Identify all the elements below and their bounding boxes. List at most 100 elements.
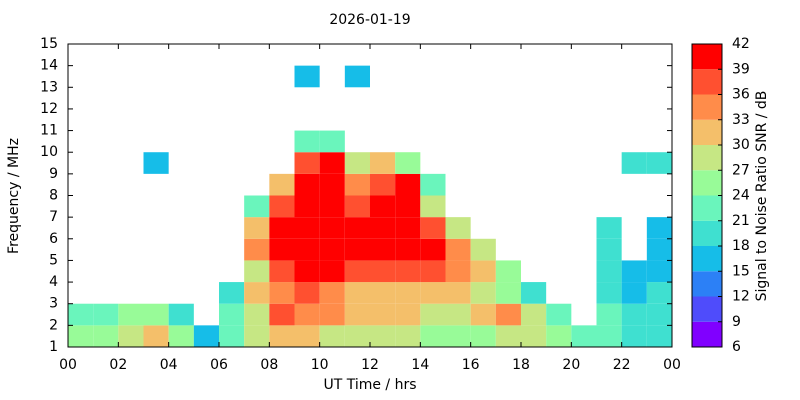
heat-cell	[244, 325, 270, 347]
heat-cell	[445, 217, 471, 239]
heat-cell	[495, 282, 521, 304]
heat-cell	[294, 303, 320, 326]
heat-cell	[646, 325, 672, 347]
heat-cell	[244, 303, 270, 326]
colorbar-band	[692, 296, 722, 322]
heat-cell	[445, 260, 471, 283]
heat-cell	[445, 238, 471, 261]
heat-cell	[621, 282, 647, 304]
heat-cell	[596, 260, 622, 283]
y-tick-label: 4	[49, 274, 58, 290]
heat-cell	[370, 238, 396, 261]
heat-cell	[646, 260, 672, 283]
heat-cell	[395, 195, 421, 218]
heat-cell	[244, 195, 270, 218]
heat-cell	[294, 260, 320, 283]
heat-cell	[395, 238, 421, 261]
heat-cell	[395, 303, 421, 326]
heat-cell	[370, 173, 396, 196]
heat-cell	[319, 238, 345, 261]
heat-cell	[495, 303, 521, 326]
heat-cell	[521, 303, 547, 326]
heat-cell	[319, 152, 345, 174]
heat-cell	[219, 303, 245, 326]
x-tick-label: 20	[562, 357, 580, 373]
colorbar-label: Signal to Noise Ratio SNR / dB	[754, 91, 770, 302]
heat-cell	[319, 303, 345, 326]
heat-cell	[344, 195, 370, 218]
y-tick-label: 7	[49, 209, 58, 225]
heat-cell	[244, 217, 270, 239]
heat-cell	[269, 238, 295, 261]
colorbar-band	[692, 119, 722, 145]
heat-cell	[621, 303, 647, 326]
heat-cell	[68, 325, 94, 347]
y-tick-label: 8	[49, 188, 58, 204]
heat-cell	[470, 238, 496, 261]
heat-cell	[521, 325, 547, 347]
colorbar-band	[692, 220, 722, 246]
colorbar-band	[692, 94, 722, 120]
heat-cell	[344, 173, 370, 196]
heat-cell	[244, 282, 270, 304]
heat-cell	[445, 282, 471, 304]
y-tick-label: 15	[40, 36, 58, 52]
heat-cell	[344, 217, 370, 239]
heat-cell	[420, 217, 446, 239]
heat-cell	[370, 325, 396, 347]
chart-title: 2026-01-19	[329, 12, 410, 28]
colorbar-tick-label: 42	[732, 36, 750, 52]
heat-cell	[470, 303, 496, 326]
colorbar-tick-label: 33	[732, 112, 750, 128]
heat-cell	[395, 173, 421, 196]
heat-cell	[370, 195, 396, 218]
heat-cell	[621, 152, 647, 174]
heat-cell	[395, 217, 421, 239]
heat-cell	[319, 130, 345, 153]
x-tick-label: 18	[512, 357, 530, 373]
heat-cell	[294, 238, 320, 261]
colorbar-band	[692, 195, 722, 221]
y-tick-label: 3	[49, 296, 58, 312]
heat-cell	[546, 325, 572, 347]
y-tick-label: 9	[49, 166, 58, 182]
x-tick-label: 00	[59, 357, 77, 373]
heat-cell	[244, 238, 270, 261]
heat-cell	[395, 152, 421, 174]
heat-cell	[596, 325, 622, 347]
heat-cell	[420, 260, 446, 283]
colorbar-band	[692, 69, 722, 95]
heat-cell	[219, 325, 245, 347]
colorbar-band	[692, 145, 722, 171]
x-tick-label: 16	[462, 357, 480, 373]
colorbar-band	[692, 246, 722, 272]
heat-cell	[168, 325, 194, 347]
colorbar-tick-label: 18	[732, 238, 750, 254]
y-tick-label: 11	[40, 123, 58, 139]
heat-cell	[319, 282, 345, 304]
heat-cell	[319, 217, 345, 239]
heat-cell	[168, 303, 194, 326]
heat-cell	[269, 282, 295, 304]
colorbar-tick-label: 30	[732, 137, 750, 153]
heat-cell	[143, 303, 169, 326]
heat-cell	[470, 282, 496, 304]
heat-cell	[118, 325, 144, 347]
colorbar-band	[692, 321, 722, 347]
heat-cell	[319, 325, 345, 347]
colorbar-band	[692, 44, 722, 70]
y-tick-label: 1	[49, 339, 58, 355]
y-tick-label: 14	[40, 58, 58, 74]
y-tick-label: 5	[49, 252, 58, 268]
heat-cell	[344, 282, 370, 304]
heat-cell	[93, 303, 119, 326]
x-tick-label: 14	[411, 357, 429, 373]
heat-cell	[344, 303, 370, 326]
heat-cell	[344, 325, 370, 347]
heat-cell	[193, 325, 219, 347]
heat-cell	[470, 325, 496, 347]
heat-cell	[470, 260, 496, 283]
heat-cell	[420, 325, 446, 347]
x-tick-label: 10	[311, 357, 329, 373]
